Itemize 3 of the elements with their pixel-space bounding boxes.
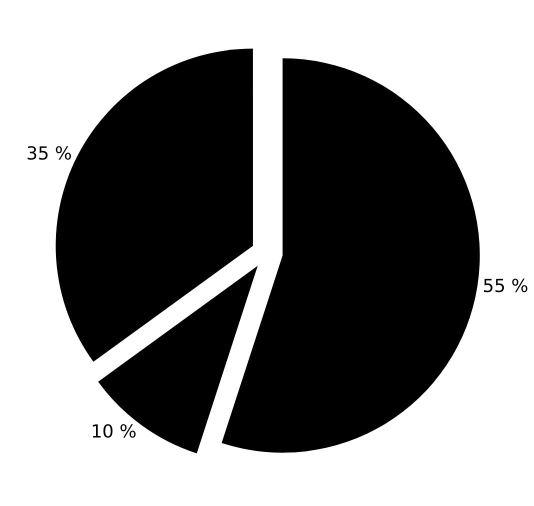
data-label: 35 %: [26, 144, 72, 165]
data-label: 55 %: [482, 276, 528, 298]
data-label: 10 %: [90, 422, 137, 443]
